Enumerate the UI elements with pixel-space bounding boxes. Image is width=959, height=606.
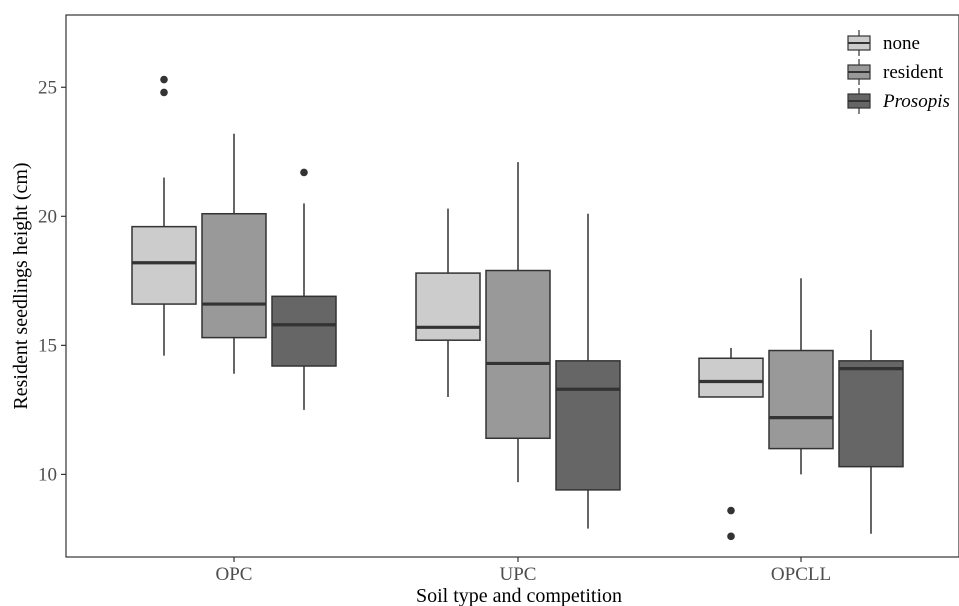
iqr-box bbox=[201, 212, 267, 339]
iqr-box bbox=[131, 225, 197, 305]
legend-label: resident bbox=[883, 62, 944, 83]
outlier-point bbox=[300, 168, 308, 177]
y-tick-label: 25 bbox=[38, 77, 57, 98]
box-series bbox=[131, 75, 904, 541]
box-none-upc bbox=[415, 208, 481, 397]
iqr-box bbox=[555, 360, 621, 491]
box-none-opc bbox=[131, 75, 197, 356]
box-prosopis-opcll bbox=[838, 329, 904, 534]
x-tick-label: UPC bbox=[500, 564, 537, 585]
legend-label: none bbox=[883, 33, 920, 54]
outlier-point bbox=[160, 75, 168, 84]
legend: none resident Prosopis bbox=[847, 30, 950, 114]
legend-item-none: none bbox=[847, 30, 920, 56]
iqr-box bbox=[698, 357, 764, 398]
box-prosopis-opc bbox=[271, 168, 337, 410]
iqr-box bbox=[271, 295, 337, 367]
outlier-point bbox=[727, 506, 735, 515]
iqr-box bbox=[838, 360, 904, 468]
x-tick-label: OPC bbox=[216, 564, 253, 585]
box-resident-opcll bbox=[768, 278, 834, 475]
x-tick-label: OPCLL bbox=[771, 564, 831, 585]
legend-item-prosopis: Prosopis bbox=[847, 88, 950, 114]
box-resident-opc bbox=[201, 133, 267, 374]
y-tick-label: 20 bbox=[38, 206, 57, 227]
iqr-box bbox=[768, 349, 834, 450]
iqr-box bbox=[485, 269, 551, 440]
y-axis-title: Resident seedlings height (cm) bbox=[10, 162, 32, 409]
x-axis-title: Soil type and competition bbox=[416, 585, 622, 606]
legend-item-resident: resident bbox=[847, 59, 944, 85]
iqr-box bbox=[415, 272, 481, 341]
y-tick-label: 10 bbox=[38, 464, 57, 485]
box-resident-upc bbox=[485, 162, 551, 483]
box-none-opcll bbox=[698, 347, 764, 541]
x-axis: OPC UPC OPCLL bbox=[216, 557, 831, 585]
outlier-point bbox=[160, 88, 168, 97]
box-prosopis-upc bbox=[555, 213, 621, 529]
legend-label: Prosopis bbox=[882, 91, 950, 112]
y-axis: 10 15 20 25 bbox=[38, 77, 66, 485]
outlier-point bbox=[727, 532, 735, 541]
y-tick-label: 15 bbox=[38, 335, 57, 356]
